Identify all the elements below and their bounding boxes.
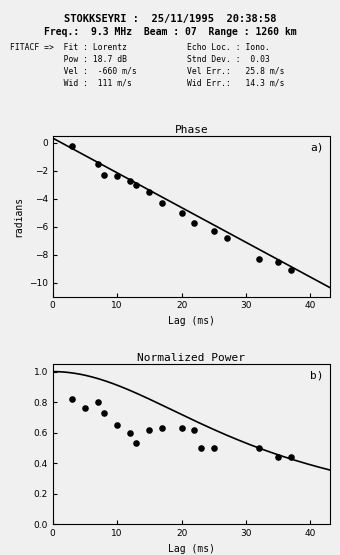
Point <box>82 404 88 413</box>
Text: STOKKSEYRI :  25/11/1995  20:38:58: STOKKSEYRI : 25/11/1995 20:38:58 <box>64 14 276 24</box>
Text: FITACF =>  Fit : Lorentz
           Pow : 18.7 dB
           Vel :  -660 m/s
   : FITACF => Fit : Lorentz Pow : 18.7 dB Ve… <box>10 43 137 87</box>
Point <box>69 395 75 403</box>
Point <box>211 226 217 235</box>
Point <box>256 254 262 263</box>
Point <box>134 180 139 189</box>
Title: Phase: Phase <box>174 125 208 135</box>
Point <box>147 425 152 434</box>
Point <box>102 408 107 417</box>
Point <box>69 142 75 150</box>
Text: b): b) <box>310 370 324 380</box>
Point <box>127 177 133 186</box>
Point <box>115 421 120 430</box>
Point <box>275 453 281 462</box>
Point <box>288 265 294 274</box>
Point <box>159 423 165 432</box>
Point <box>115 171 120 180</box>
Point <box>147 188 152 196</box>
Point <box>127 428 133 437</box>
Point <box>134 439 139 448</box>
Text: a): a) <box>310 143 324 153</box>
Point <box>288 453 294 462</box>
Point <box>256 443 262 452</box>
Point <box>95 398 101 407</box>
Point <box>192 425 197 434</box>
Point <box>179 423 184 432</box>
Point <box>159 199 165 208</box>
Point <box>192 218 197 227</box>
X-axis label: Lag (ms): Lag (ms) <box>168 316 215 326</box>
Point <box>179 208 184 217</box>
Text: Echo Loc. : Iono.
Stnd Dev. :  0.03
Vel Err.:   25.8 m/s
Wid Err.:   14.3 m/s: Echo Loc. : Iono. Stnd Dev. : 0.03 Vel E… <box>187 43 285 87</box>
X-axis label: Lag (ms): Lag (ms) <box>168 544 215 554</box>
Point <box>275 257 281 266</box>
Text: Freq.:  9.3 MHz  Beam : 07  Range : 1260 km: Freq.: 9.3 MHz Beam : 07 Range : 1260 km <box>44 27 296 37</box>
Title: Normalized Power: Normalized Power <box>137 353 245 363</box>
Point <box>102 170 107 179</box>
Point <box>198 443 204 452</box>
Point <box>211 443 217 452</box>
Point <box>224 234 230 243</box>
Point <box>95 159 101 168</box>
Y-axis label: radians: radians <box>13 196 23 237</box>
